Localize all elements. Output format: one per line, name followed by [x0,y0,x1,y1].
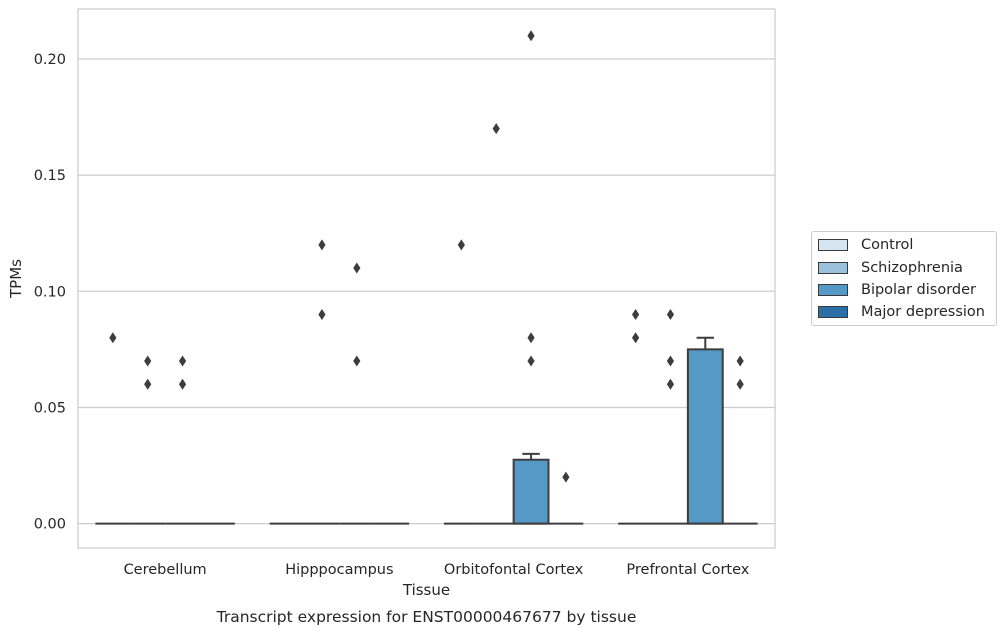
y-axis-label: TPMs [7,259,25,299]
box [548,471,584,525]
outlier-point [736,355,744,367]
outlier-point [178,355,187,367]
outlier-point [353,262,361,274]
box [165,355,200,525]
x-tick-labels: Cerebellum Hipppocampus Orbitofontal Corte… [124,562,750,578]
outlier-point [736,378,744,390]
outlier-point [527,30,535,42]
y-gridlines [78,58,775,525]
outlier-point [492,123,500,135]
y-tick-label: 0.05 [34,400,66,416]
outlier-point [527,355,535,367]
box [304,239,340,525]
x-tick-label: Prefrontal Cortex [626,562,749,578]
outlier-point [632,332,640,344]
x-tick-label: Cerebellum [124,562,207,578]
outlier-point [178,378,187,390]
y-tick-label: 0.15 [34,168,66,184]
outlier-point [632,309,640,321]
outlier-point [457,239,465,251]
outlier-point [144,355,152,367]
box [512,30,550,525]
box [478,123,514,525]
legend-swatch [818,306,848,318]
box [686,336,724,525]
y-tick-label: 0.10 [34,284,66,300]
box [653,309,688,525]
x-axis-label: Tissue [402,581,450,599]
box [95,332,131,525]
box [130,355,166,525]
outlier-point [318,239,326,251]
y-tick-label: 0.20 [34,52,66,68]
box [339,262,375,525]
outlier-point [666,309,675,321]
box [618,309,654,525]
box-body [512,458,550,525]
outlier-point [666,378,675,390]
legend-label: Control [861,237,914,253]
outlier-point [144,378,152,390]
y-tick-labels: 0.00 0.05 0.10 0.15 0.20 [34,52,66,533]
legend-swatch [818,284,848,296]
box [443,239,479,525]
legend-item: Bipolar disorder [818,280,976,300]
outlier-point [318,309,326,321]
box-body [686,348,724,525]
outlier-point [527,332,535,344]
outlier-point [666,355,675,367]
legend-item: Major depression [818,302,985,322]
legend-item: Schizophrenia [818,258,963,278]
legend-swatch [818,262,848,274]
legend-swatch [818,239,848,251]
chart-title: Transcript expression for ENST0000046767… [216,608,637,626]
x-tick-label: Hipppocampus [285,562,393,578]
box-marks [95,30,758,525]
legend-label: Schizophrenia [861,260,963,276]
outlier-point [562,471,570,483]
y-tick-label: 0.00 [34,517,66,533]
legend-label: Bipolar disorder [861,282,976,298]
outlier-point [109,332,117,344]
legend-label: Major depression [861,304,985,320]
x-tick-label: Orbitofontal Cortex [444,562,584,578]
outlier-point [353,355,361,367]
plot-frame [77,8,776,549]
legend-item: Control [818,235,913,255]
chart-legend: Control Schizophrenia Bipolar disorder M… [811,231,997,326]
box [722,355,758,525]
